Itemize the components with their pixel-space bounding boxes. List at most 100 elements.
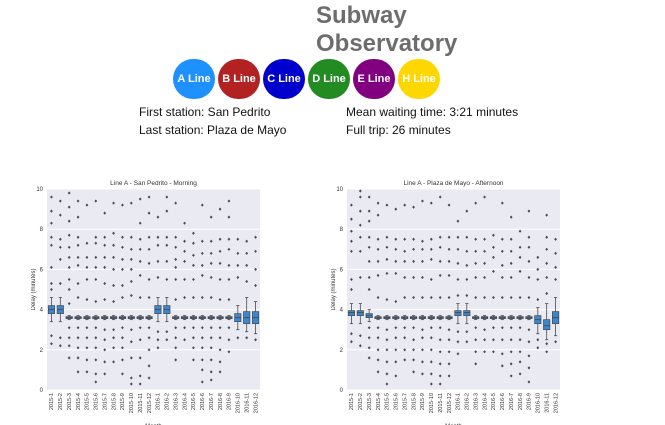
outlier-point [465, 293, 469, 298]
outlier-point [218, 237, 222, 241]
first-station-text: First station: San Pedrito [139, 105, 271, 119]
station-info: First station: San Pedrito Last station:… [139, 103, 286, 139]
outlier-point [174, 245, 178, 249]
line-h-button[interactable]: H Line [398, 59, 440, 99]
line-c-button[interactable]: C Line [263, 59, 305, 99]
outlier-point [236, 336, 240, 340]
outlier-point [218, 360, 222, 364]
outlier-point [554, 277, 557, 282]
outlier-point [518, 326, 522, 330]
outlier-point [67, 245, 71, 249]
x-tick-label: 2015-3 [67, 393, 73, 410]
outlier-point [50, 221, 53, 225]
outlier-point [50, 209, 53, 213]
outlier-point [147, 364, 151, 368]
outlier-point [85, 203, 89, 207]
outlier-point [103, 328, 107, 332]
outlier-point [227, 350, 231, 354]
outlier-point [138, 221, 142, 225]
outlier-point [554, 340, 557, 344]
outlier-point [76, 243, 80, 247]
outlier-point [236, 263, 240, 267]
outlier-point [103, 297, 107, 302]
box [463, 310, 471, 316]
trip-info: Mean waiting time: 3:21 minutes Full tri… [346, 103, 518, 139]
outlier-point [209, 239, 213, 243]
outlier-point [147, 326, 151, 330]
outlier-point [156, 215, 160, 219]
outlier-point [76, 281, 80, 286]
outlier-point [147, 277, 151, 282]
afternoon-delay-chart: 0 2 4 6 8 10 Line A - Plaza de Mayo - Afternoo… [331, 176, 576, 425]
x-tick-label: 2016-2 [165, 393, 171, 410]
x-tick-label: 2016-3 [473, 393, 479, 410]
outlier-point [245, 263, 249, 267]
x-tick-label: 2015-9 [120, 393, 126, 410]
outlier-point [165, 243, 169, 247]
page-title-line-2: Observatory [316, 30, 458, 57]
outlier-point [509, 350, 513, 354]
line-b-button[interactable]: B Line [218, 59, 260, 99]
outlier-point [129, 376, 133, 380]
outlier-point [192, 326, 195, 330]
outlier-point [58, 336, 62, 340]
x-tick-label: 2016-8 [218, 393, 224, 410]
outlier-point [129, 328, 133, 332]
outlier-point [527, 354, 531, 358]
outlier-point [112, 360, 115, 364]
outlier-point [129, 247, 133, 251]
outlier-point [58, 213, 62, 217]
outlier-point [121, 203, 124, 207]
outlier-point [465, 263, 469, 267]
x-tick-label: 2015-12 [147, 393, 153, 413]
outlier-point [227, 326, 231, 330]
x-tick-label: 2015-4 [76, 393, 82, 410]
outlier-point [112, 243, 115, 247]
x-tick-label: 2016-8 [518, 393, 524, 410]
x-tick-label: 2015-4 [376, 393, 382, 410]
outlier-point [85, 277, 89, 282]
outlier-point [121, 235, 124, 239]
x-tick-label: 2015-2 [58, 393, 64, 410]
box [347, 310, 355, 316]
y-tick-label: 0 [340, 388, 344, 394]
last-station-text: Last station: Plaza de Mayo [139, 123, 287, 137]
x-tick-label: 2016-7 [509, 393, 515, 410]
outlier-point [85, 265, 89, 269]
outlier-point [209, 275, 213, 280]
outlier-point [209, 378, 213, 382]
outlier-point [58, 199, 62, 203]
box [543, 319, 551, 331]
x-tick-label: 2015-11 [438, 393, 444, 413]
outlier-point [474, 261, 478, 265]
morning-delay-boxplot: 0 2 4 6 8 10 Line A - San Pedrito - Morning Del… [31, 180, 260, 425]
outlier-point [518, 255, 522, 259]
x-tick-label: 2015-10 [429, 393, 435, 413]
outlier-point [209, 215, 213, 219]
outlier-point [518, 229, 522, 233]
outlier-point [174, 336, 178, 340]
outlier-point [500, 237, 504, 241]
outlier-point [147, 247, 151, 251]
outlier-point [527, 340, 531, 344]
y-tick-label: 6 [340, 267, 344, 273]
outlier-point [554, 251, 557, 255]
outlier-point [129, 235, 133, 239]
outlier-point [76, 215, 80, 219]
outlier-point [456, 261, 460, 265]
outlier-point [227, 237, 231, 241]
outlier-point [200, 336, 204, 340]
line-e-button[interactable]: E Line [353, 59, 395, 99]
outlier-point [545, 275, 549, 280]
line-d-button[interactable]: D Line [308, 59, 350, 99]
outlier-point [85, 241, 89, 245]
x-tick-label: 2015-10 [129, 393, 135, 413]
outlier-point [94, 199, 98, 203]
line-a-button[interactable]: A Line [173, 59, 215, 99]
outlier-point [227, 247, 231, 251]
x-tick-label: 2016-10 [536, 393, 542, 413]
outlier-point [500, 263, 504, 267]
x-tick-label: 2015-6 [394, 393, 400, 410]
outlier-point [94, 241, 98, 245]
outlier-point [103, 243, 107, 247]
